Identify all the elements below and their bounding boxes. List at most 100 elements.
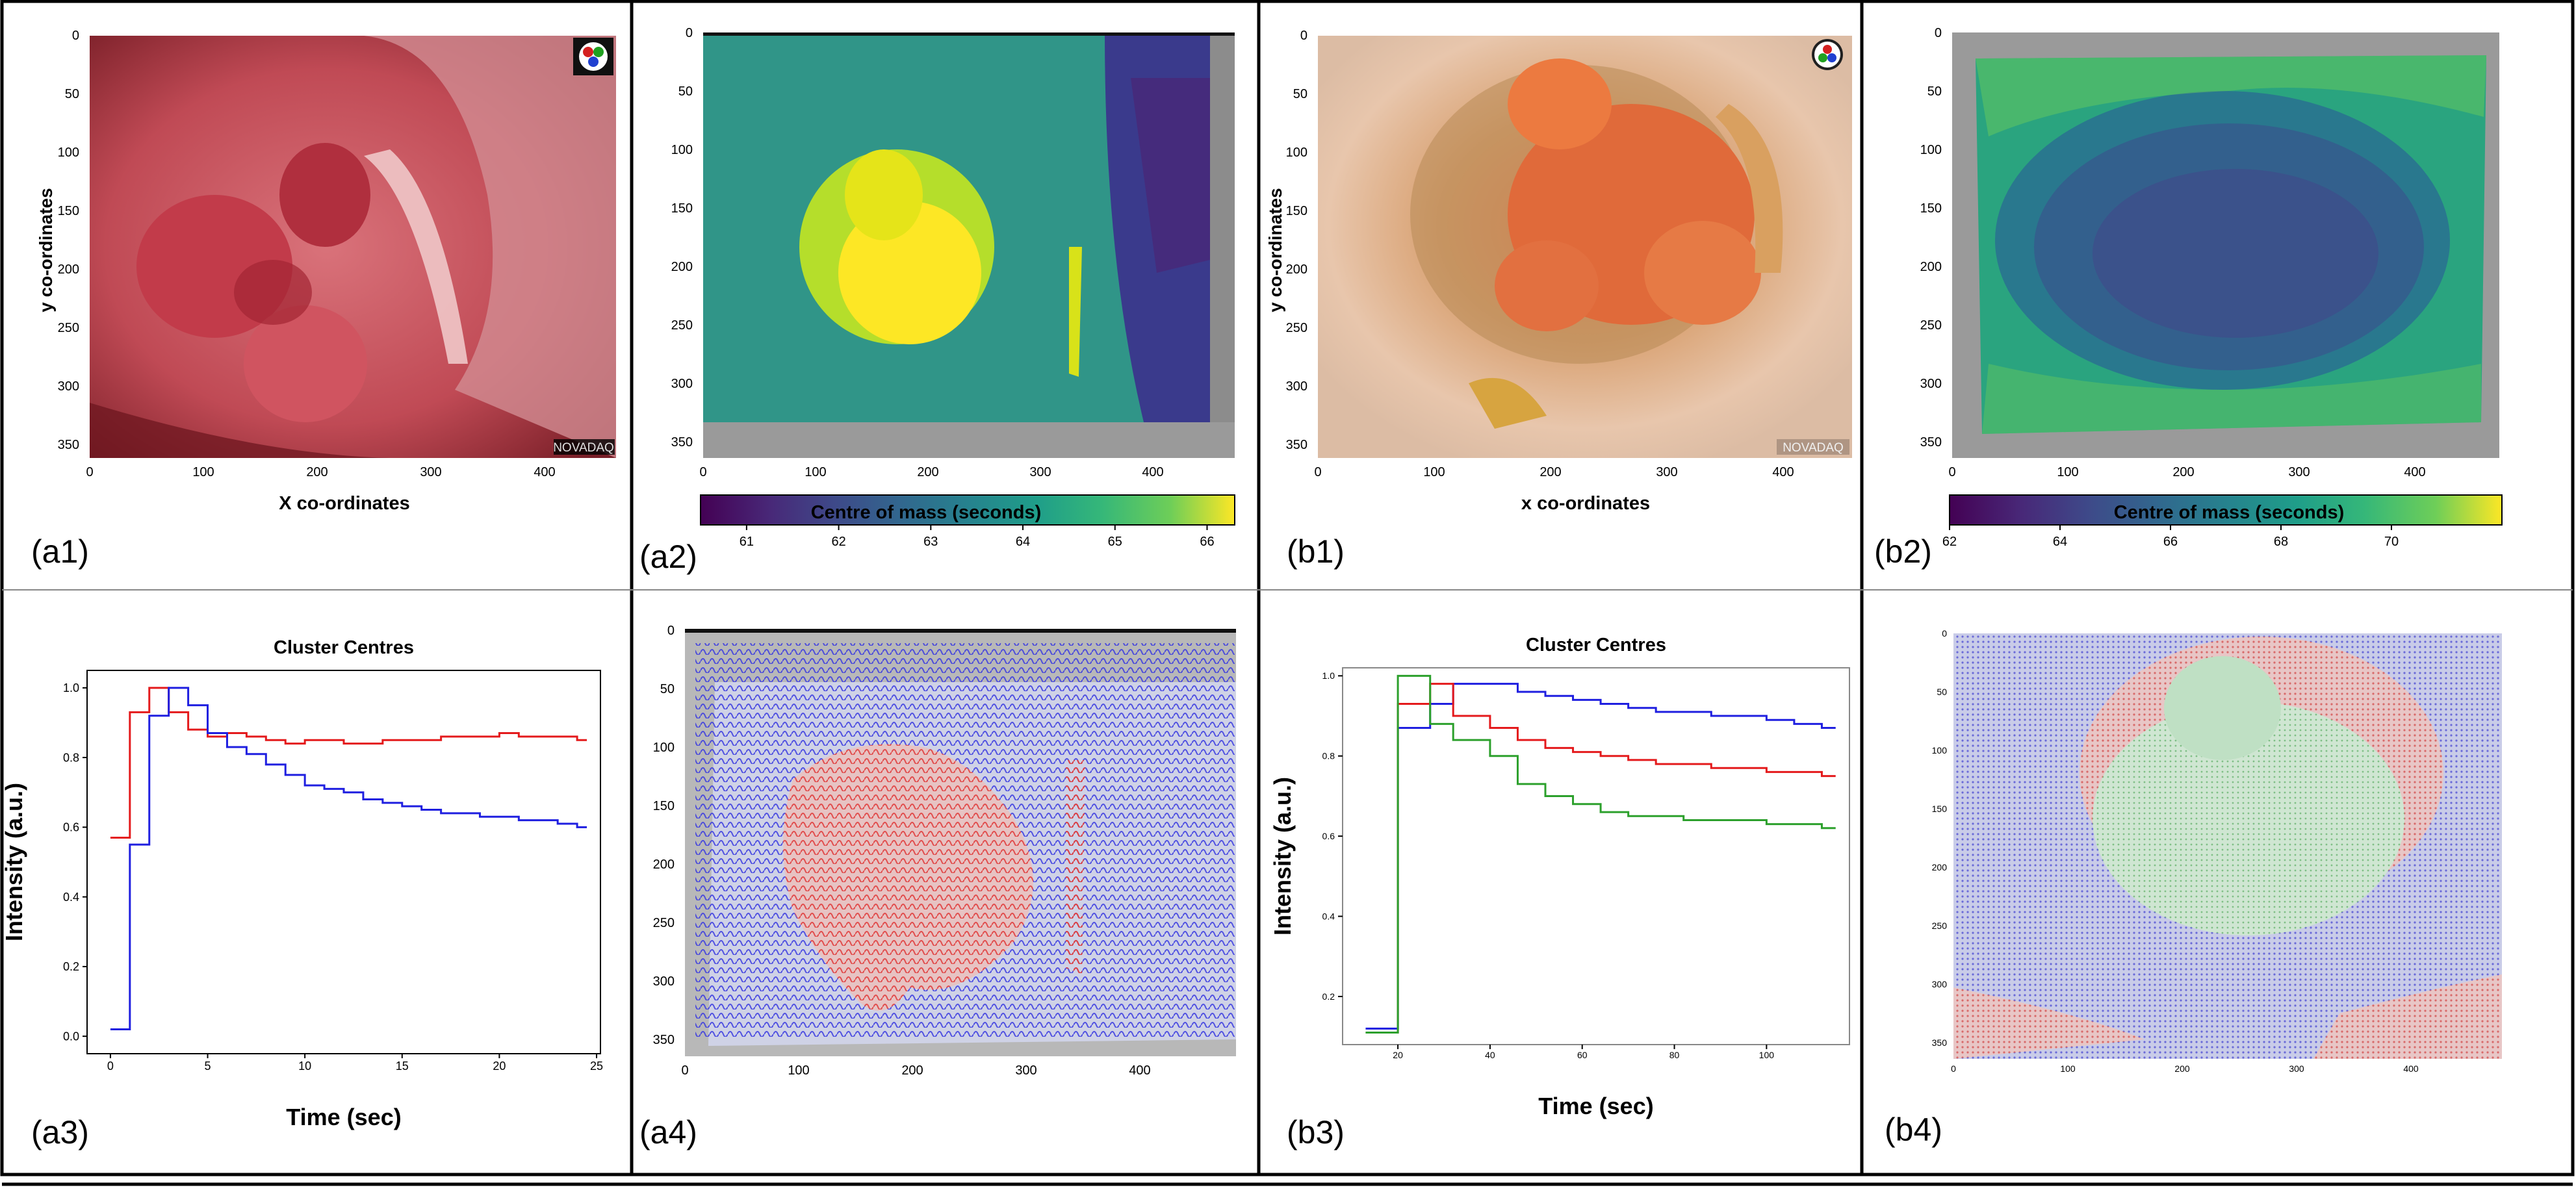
a3-chart-title: Cluster Centres xyxy=(274,637,414,658)
a4-x-tick: 100 xyxy=(788,1063,809,1078)
a2-y-tick: 200 xyxy=(671,260,693,274)
b4-y-tick: 200 xyxy=(1932,862,1948,872)
a3-x-axis-label: Time (sec) xyxy=(286,1104,401,1130)
a2-y-tick: 350 xyxy=(671,435,693,450)
a3-y-tick-label: 0.8 xyxy=(63,751,79,764)
b3-x-tick-label: 40 xyxy=(1485,1050,1495,1060)
panel-a4: 0 50 100 150 200 250 300 350 0 100 200 3… xyxy=(639,624,1236,1150)
b3-x-tick-label: 60 xyxy=(1577,1050,1588,1060)
panel-label-b1: (b1) xyxy=(1287,533,1345,570)
a3-y-tick-label: 0.6 xyxy=(63,821,79,834)
b1-watermark: NOVADAQ xyxy=(1783,441,1844,455)
b1-y-tick: 0 xyxy=(1300,29,1307,43)
panel-label-a1: (a1) xyxy=(31,533,89,570)
b1-y-tick: 250 xyxy=(1286,321,1307,335)
a2-colorbar-tick-label: 64 xyxy=(1016,535,1030,549)
a3-x-tick-label: 15 xyxy=(396,1060,409,1073)
b4-x-tick: 0 xyxy=(1951,1063,1956,1074)
b3-y-tick-label: 1.0 xyxy=(1322,670,1335,681)
b3-x-tick-label: 100 xyxy=(1759,1050,1775,1060)
b1-y-tick: 100 xyxy=(1286,146,1307,160)
b1-y-tick: 150 xyxy=(1286,204,1307,218)
b1-x-tick: 0 xyxy=(1314,465,1321,479)
a2-colorbar-tick-label: 61 xyxy=(740,535,754,549)
a4-x-tick: 200 xyxy=(901,1063,923,1078)
a2-heatmap-image xyxy=(703,32,1235,458)
panel-label-b4: (b4) xyxy=(1885,1111,1942,1148)
b3-x-tick-label: 20 xyxy=(1393,1050,1403,1060)
b4-y-tick: 150 xyxy=(1932,804,1948,814)
b2-axis-ticks: 0 50 100 150 200 250 300 350 0 100 200 3… xyxy=(1920,26,2426,479)
b1-y-axis-label: y co-ordinates xyxy=(1265,188,1285,312)
panel-a3: 0 5 10 15 20 25 0.0 0.2 0.4 0.6 0.8 1.0 Cluster Cent… xyxy=(1,637,603,1150)
a1-endoscopy-image xyxy=(90,36,616,458)
b4-y-tick: 250 xyxy=(1932,921,1948,931)
panel-b3: 20 40 60 80 100 0.2 0.4 0.6 0.8 1.0 Cluster Centre… xyxy=(1269,635,1850,1150)
b2-x-tick: 300 xyxy=(2288,465,2310,479)
b1-x-tick: 400 xyxy=(1772,465,1794,479)
panel-b1: NOVADAQ 0 50 100 150 200 250 300 350 0 1… xyxy=(1265,29,1852,570)
b2-colorbar xyxy=(1949,494,2503,526)
b1-x-tick: 100 xyxy=(1423,465,1445,479)
a4-y-tick: 350 xyxy=(653,1033,675,1047)
b3-series-red-line xyxy=(1365,683,1836,1034)
b1-rgb-indicator-icon xyxy=(1812,39,1843,70)
b4-cluster-overlay-image xyxy=(1953,633,2502,1059)
a1-y-tick: 300 xyxy=(58,379,79,394)
a1-y-tick: 50 xyxy=(65,87,79,101)
a2-y-tick: 300 xyxy=(671,377,693,391)
a3-y-tick-label: 1.0 xyxy=(63,681,79,694)
a3-x-tick-label: 25 xyxy=(590,1060,603,1073)
b1-y-tick: 350 xyxy=(1286,438,1307,452)
a4-y-tick: 100 xyxy=(653,741,675,755)
b4-y-tick: 100 xyxy=(1932,745,1948,756)
panel-label-b2: (b2) xyxy=(1874,533,1932,570)
b2-y-tick: 350 xyxy=(1920,435,1942,450)
a1-axis-ticks: 0 50 100 150 200 250 300 350 0 100 200 3… xyxy=(58,29,556,479)
b2-y-tick: 50 xyxy=(1927,84,1942,99)
b2-x-tick: 0 xyxy=(1948,465,1955,479)
a2-y-tick: 0 xyxy=(686,26,693,40)
b2-colorbar-tick-label: 66 xyxy=(2163,535,2178,549)
b4-x-tick: 300 xyxy=(2289,1063,2304,1074)
a2-axis-ticks: 0 50 100 150 200 250 300 350 0 100 200 3… xyxy=(671,26,1164,479)
a3-series-red-line xyxy=(110,687,587,839)
a2-colorbar-ticks: 61 62 63 64 65 66 xyxy=(740,525,1215,549)
a1-x-axis-label: X co-ordinates xyxy=(279,493,409,514)
panel-b4: 0 50 100 150 200 250 300 350 0 100 200 3… xyxy=(1885,628,2502,1148)
b2-y-tick: 250 xyxy=(1920,318,1942,333)
b3-y-axis-label: Intensity (a.u.) xyxy=(1269,777,1296,935)
a4-x-tick: 0 xyxy=(681,1063,688,1078)
b1-y-tick: 200 xyxy=(1286,262,1307,277)
a1-y-tick: 150 xyxy=(58,204,79,218)
a1-x-tick: 100 xyxy=(192,465,214,479)
b3-y-tick-label: 0.2 xyxy=(1322,991,1335,1002)
b2-x-tick: 100 xyxy=(2057,465,2078,479)
a2-colorbar xyxy=(700,494,1235,526)
b3-chart-title: Cluster Centres xyxy=(1526,635,1666,655)
panel-a1: NOVADAQ 0 50 100 150 200 250 300 350 0 1… xyxy=(31,29,616,570)
panel-label-a2: (a2) xyxy=(639,539,697,575)
a2-x-tick: 100 xyxy=(805,465,826,479)
b3-y-tick-label: 0.8 xyxy=(1322,751,1335,761)
b2-y-tick: 200 xyxy=(1920,260,1942,274)
a3-plot-area xyxy=(86,670,601,1054)
a3-series-blue-line xyxy=(110,687,587,1030)
a4-axis-ticks: 0 50 100 150 200 250 300 350 0 100 200 3… xyxy=(653,624,1151,1078)
a2-y-tick: 50 xyxy=(678,84,693,99)
b3-chart: 20 40 60 80 100 0.2 0.4 0.6 0.8 1.0 Cluster Centre… xyxy=(1269,635,1850,1119)
a2-x-tick: 200 xyxy=(917,465,938,479)
b3-x-axis-label: Time (sec) xyxy=(1538,1093,1653,1119)
b2-colorbar-tick-label: 70 xyxy=(2384,535,2399,549)
a3-x-tick-label: 10 xyxy=(298,1060,311,1073)
a4-cluster-overlay-image xyxy=(685,629,1236,1056)
b2-y-tick: 150 xyxy=(1920,201,1942,216)
b3-y-tick-label: 0.6 xyxy=(1322,831,1335,841)
b2-y-tick: 0 xyxy=(1935,26,1942,40)
a2-colorbar-tick-label: 63 xyxy=(923,535,938,549)
panel-a2: 0 50 100 150 200 250 300 350 0 100 200 3… xyxy=(639,26,1235,575)
a1-x-tick: 400 xyxy=(534,465,555,479)
b3-x-tick-label: 80 xyxy=(1669,1050,1680,1060)
